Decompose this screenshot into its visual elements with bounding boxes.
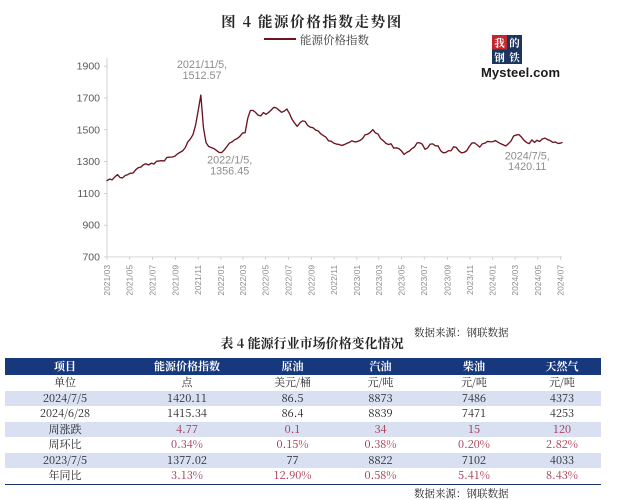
svg-text:2021/03: 2021/03 [102, 265, 112, 296]
svg-text:2021/07: 2021/07 [147, 265, 157, 296]
svg-text:2024/03: 2024/03 [510, 265, 520, 296]
svg-text:2021/05: 2021/05 [125, 265, 135, 296]
svg-text:2022/11: 2022/11 [329, 265, 339, 295]
svg-text:2022/03: 2022/03 [238, 265, 248, 296]
svg-text:2024/05: 2024/05 [533, 265, 543, 296]
svg-text:1100: 1100 [77, 188, 100, 200]
svg-text:2021/09: 2021/09 [171, 265, 181, 296]
svg-text:1420.11: 1420.11 [508, 161, 546, 173]
svg-text:2023/11: 2023/11 [465, 265, 475, 295]
svg-text:2023/01: 2023/01 [352, 265, 362, 296]
svg-text:2023/09: 2023/09 [442, 265, 452, 296]
svg-text:1500: 1500 [77, 124, 101, 136]
svg-text:1512.57: 1512.57 [182, 70, 221, 82]
svg-text:900: 900 [82, 220, 100, 232]
svg-text:1700: 1700 [77, 92, 101, 104]
svg-text:1356.45: 1356.45 [210, 165, 249, 177]
svg-text:2024/01: 2024/01 [488, 265, 498, 296]
svg-text:1900: 1900 [77, 61, 101, 73]
svg-text:2021/11: 2021/11 [193, 265, 203, 295]
svg-text:2022/07: 2022/07 [283, 265, 293, 296]
svg-text:2022/05: 2022/05 [261, 265, 271, 296]
svg-text:2023/03: 2023/03 [374, 265, 384, 296]
svg-text:2022/01: 2022/01 [216, 265, 226, 296]
svg-text:2023/07: 2023/07 [419, 265, 429, 296]
svg-text:2023/05: 2023/05 [397, 265, 407, 296]
svg-text:2024/07: 2024/07 [556, 265, 566, 296]
svg-text:2022/09: 2022/09 [306, 265, 316, 296]
svg-text:700: 700 [82, 251, 100, 263]
svg-text:1300: 1300 [77, 156, 101, 168]
